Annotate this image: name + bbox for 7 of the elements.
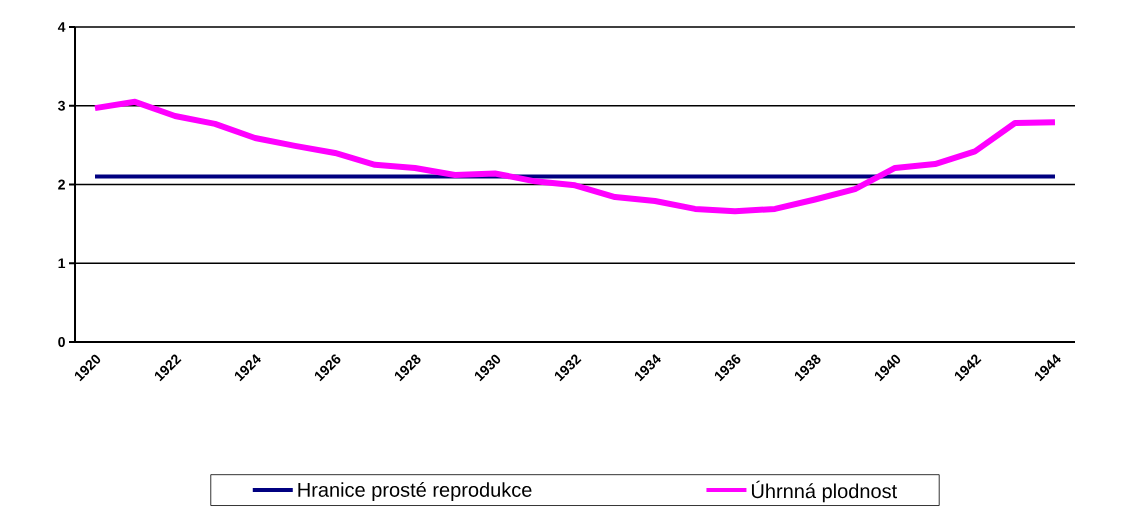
legend-label: Úhrnná plodnost	[751, 480, 898, 503]
y-tick-label: 2	[58, 179, 65, 190]
y-tick-label: 1	[58, 258, 66, 269]
legend-label: Hranice prosté reprodukce	[298, 481, 532, 501]
y-tick-label: 4	[57, 22, 66, 32]
y-tick-label: 0	[58, 337, 65, 347]
y-tick-label: 3	[58, 100, 65, 111]
